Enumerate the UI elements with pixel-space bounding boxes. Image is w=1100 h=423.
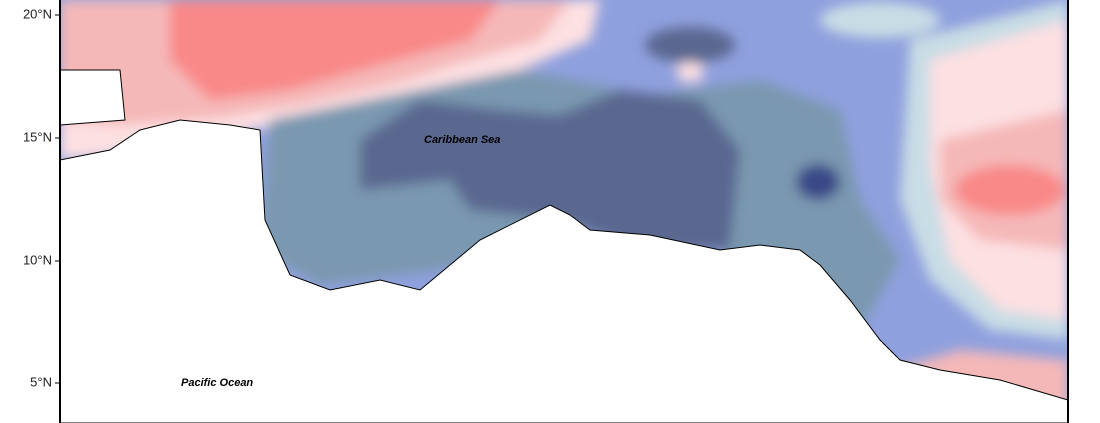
place-label: Caribbean Sea: [424, 134, 500, 146]
land: [60, 119, 1068, 423]
pink-spot: [676, 62, 704, 82]
dark-spot: [645, 27, 735, 63]
darkest-spot: [796, 164, 840, 200]
lat-label: 15°N: [23, 129, 52, 144]
pale-zone: [820, 2, 940, 38]
land: [60, 69, 126, 126]
place-label: Pacific Ocean: [181, 377, 253, 389]
lat-label: 20°N: [23, 6, 52, 21]
red-zone: [170, 0, 500, 100]
field: [60, 0, 1068, 423]
dark-zone: [360, 90, 740, 250]
lat-ticks: 20°N 15°N 10°N 5°N: [23, 6, 60, 389]
lat-label: 5°N: [30, 374, 52, 389]
red-zone: [955, 165, 1065, 215]
lat-label: 10°N: [23, 252, 52, 267]
